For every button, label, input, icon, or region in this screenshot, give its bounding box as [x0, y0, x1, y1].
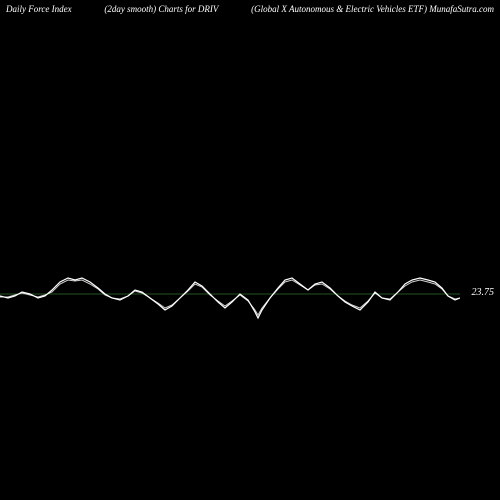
title-right: (Global X Autonomous & Electric Vehicles…: [251, 4, 494, 14]
title-mid: (2day smooth) Charts for DRIV: [104, 4, 218, 14]
chart-header: Daily Force Index (2day smooth) Charts f…: [0, 0, 500, 18]
chart-area: [0, 20, 460, 490]
current-value-label: 23.75: [472, 287, 495, 298]
title-left: Daily Force Index: [6, 4, 72, 14]
force-index-chart: [0, 20, 460, 490]
